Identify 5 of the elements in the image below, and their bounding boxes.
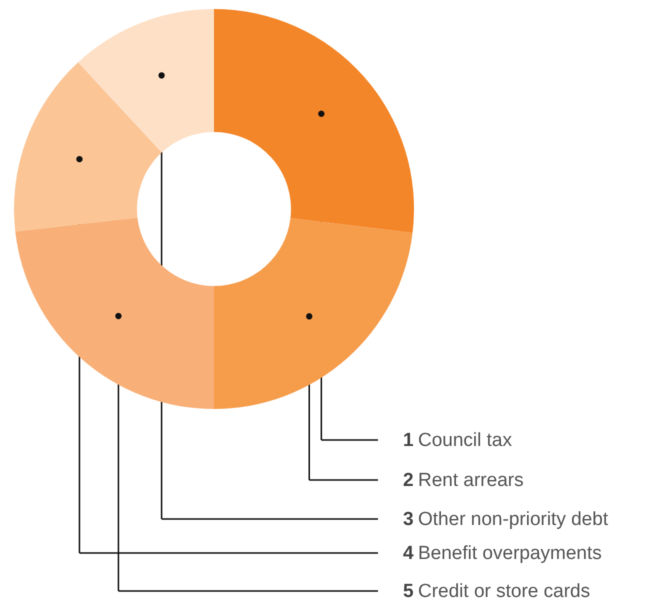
category-label: 3 Other non-priority debt [403,509,608,530]
category-label: 1 Council tax [403,430,512,451]
category-label: 4 Benefit overpayments [403,543,602,564]
category-label: 2 Rent arrears [403,470,524,491]
category-label: 5 Credit or store cards [403,581,590,602]
